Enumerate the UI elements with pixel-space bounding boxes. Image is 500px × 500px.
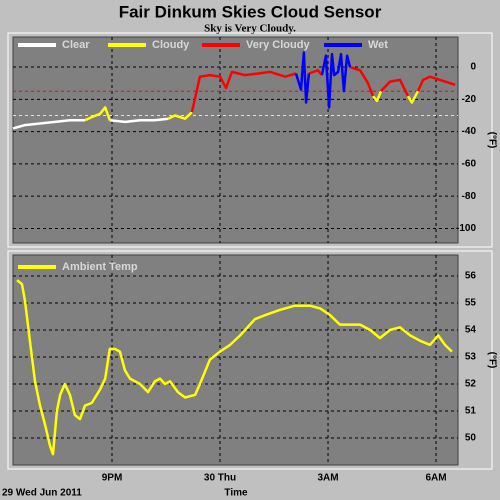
y-tick-label: 52 <box>465 379 477 390</box>
y-tick-label: 55 <box>465 298 477 309</box>
data-line <box>190 70 297 113</box>
y-axis-title: (°F) <box>486 352 497 369</box>
x-tick-label: 30 Thu <box>204 473 236 484</box>
x-axis-title: Time <box>224 488 248 499</box>
legend-label: Very Cloudy <box>246 39 310 51</box>
y-tick-label: -20 <box>462 94 477 105</box>
plot-area <box>12 36 459 244</box>
y-tick-label: 56 <box>465 271 477 282</box>
y-tick-label: -80 <box>462 191 477 202</box>
legend-label: Wet <box>368 39 388 51</box>
y-tick-label: 51 <box>465 406 477 417</box>
chart-title: Fair Dinkum Skies Cloud Sensor <box>119 2 382 21</box>
data-line <box>416 75 456 92</box>
data-line <box>294 51 311 104</box>
data-line <box>167 111 193 120</box>
y-tick-label: -40 <box>462 126 477 137</box>
legend-label: Cloudy <box>152 39 190 51</box>
data-line <box>12 119 85 130</box>
y-tick-label: 0 <box>470 62 476 73</box>
y-tick-label: -100 <box>456 223 476 234</box>
data-line <box>16 279 453 456</box>
x-tick-label: 9PM <box>102 473 123 484</box>
data-line <box>406 90 420 104</box>
y-tick-label: 53 <box>465 352 477 363</box>
legend-label: Ambient Temp <box>62 261 138 273</box>
y-axis-title: (°F) <box>486 132 497 149</box>
data-line <box>349 65 375 97</box>
data-line <box>320 52 352 109</box>
y-tick-label: 54 <box>465 325 477 336</box>
data-line <box>380 78 410 97</box>
x-tick-label: 6AM <box>425 473 446 484</box>
y-tick-label: 50 <box>465 433 477 444</box>
data-line <box>84 106 111 122</box>
chart-subtitle: Sky is Very Cloudy. <box>204 23 296 35</box>
data-line <box>372 90 383 103</box>
data-line <box>308 69 323 76</box>
y-tick-label: -60 <box>462 159 477 170</box>
legend-label: Clear <box>62 39 90 51</box>
data-line <box>109 117 169 124</box>
date-label: 29 Wed Jun 2011 <box>2 488 82 499</box>
plot-area <box>12 254 459 466</box>
x-tick-label: 3AM <box>317 473 338 484</box>
